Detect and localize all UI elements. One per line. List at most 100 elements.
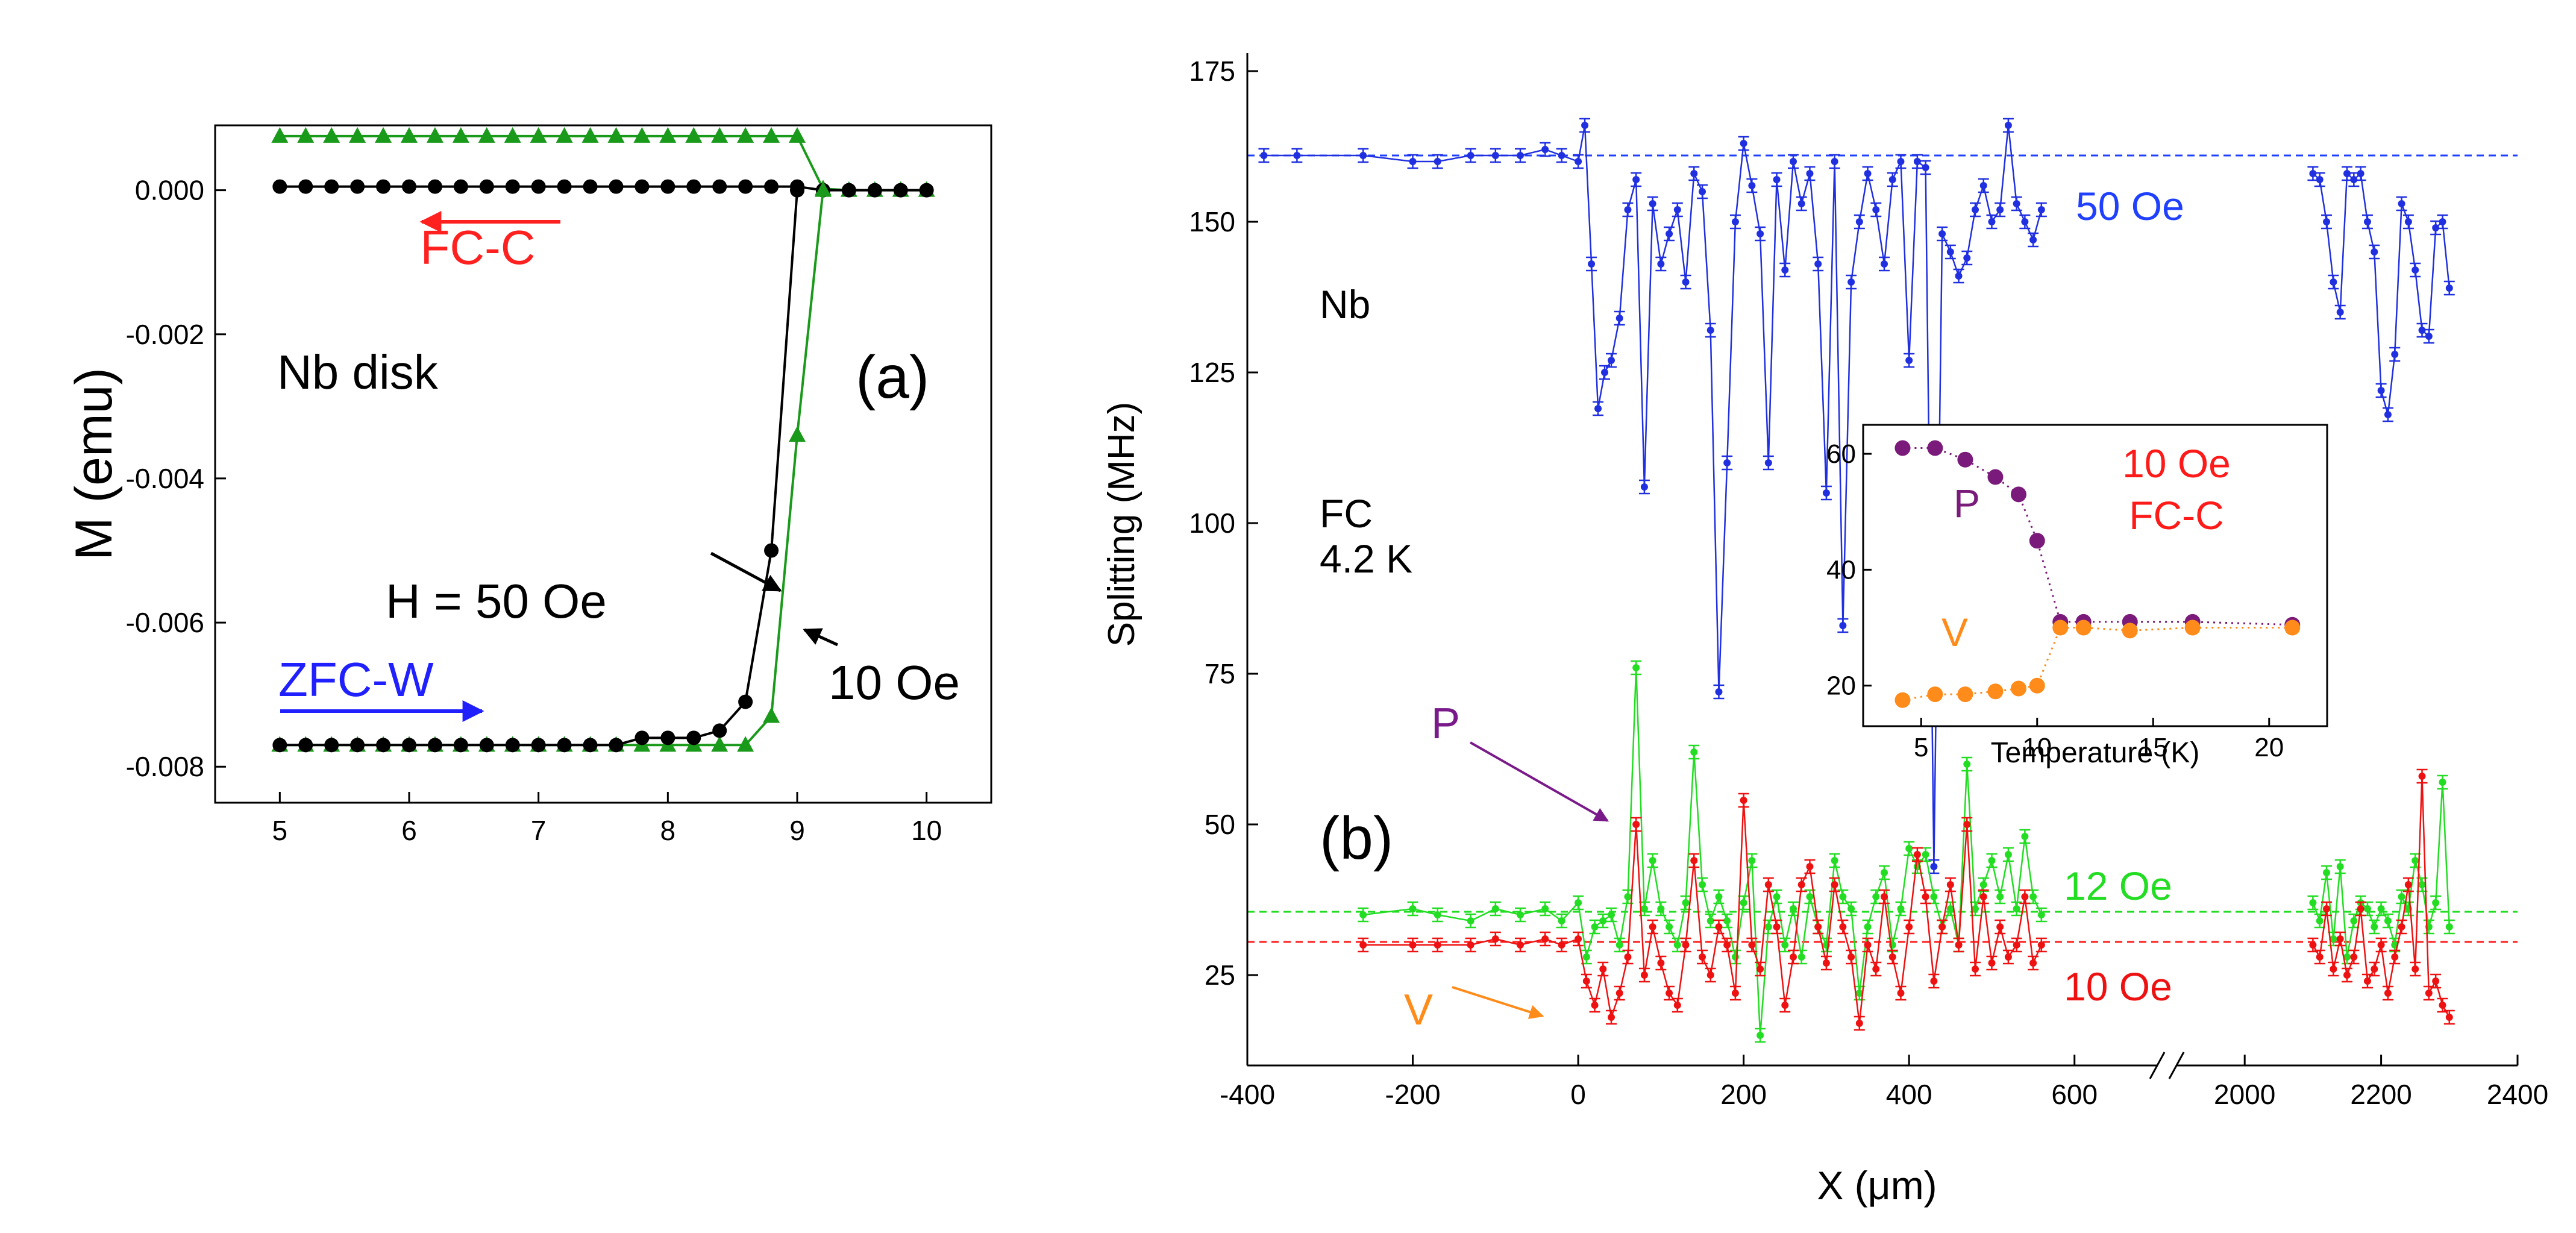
panel-b-point	[1740, 899, 1747, 906]
panel-a-point	[919, 183, 934, 198]
panel-b-point	[2013, 200, 2020, 207]
h50-arrow	[710, 551, 782, 592]
panel-b-series-line	[2312, 172, 2451, 415]
panel-b-point	[2309, 170, 2317, 177]
panel-b-point	[1434, 158, 1441, 165]
inset-ticks: 5 10 15 20 20 40 60	[1826, 439, 2284, 762]
panel-b-point	[1897, 990, 1905, 997]
panel-a-point	[686, 179, 701, 194]
panel-a-point	[557, 738, 572, 753]
panel-b-point	[1409, 941, 1417, 949]
panel-b-point	[1434, 941, 1441, 949]
panel-b-point	[1706, 327, 1714, 334]
panel-b-point	[1588, 260, 1596, 268]
panel-b-point	[2336, 863, 2344, 870]
panel-b-point	[2371, 965, 2378, 973]
panel-b-point	[1972, 905, 1979, 912]
panel-b-point	[2021, 893, 2029, 900]
panel-b-point	[1881, 260, 1888, 268]
panel-b-point	[1699, 881, 1706, 888]
inset-protocol-label: FC-C	[2129, 493, 2224, 538]
inset-point	[1894, 692, 1911, 708]
panel-b-point	[1963, 254, 1971, 262]
panel-a-point	[711, 127, 729, 143]
panel-b-point	[1748, 182, 1756, 189]
panel-a-point	[375, 127, 392, 143]
panel-b-point	[1881, 869, 1888, 876]
inset-ytick-label: 60	[1826, 439, 1856, 469]
panel-a-point	[402, 738, 416, 753]
panel-b-point	[1657, 260, 1665, 268]
panel-a-point	[841, 183, 856, 198]
panel-b-point	[1409, 905, 1417, 912]
panel-b-point	[1731, 953, 1739, 961]
panel-b-point	[1541, 905, 1549, 912]
panel-b-point	[1930, 977, 1938, 985]
panel-b-point	[1955, 272, 1963, 280]
panel-b-point	[1946, 881, 1954, 888]
panel-a-point	[556, 127, 573, 143]
panel-a-point	[298, 179, 313, 194]
panel-b-point	[2350, 953, 2358, 961]
panel-b-ytick-label: 150	[1189, 206, 1235, 237]
panel-a-series	[271, 127, 935, 753]
panel-b-point	[1699, 953, 1706, 961]
panel-b-point	[1624, 206, 1632, 213]
panel-b-point	[2445, 1014, 2453, 1021]
panel-b-point	[1467, 941, 1474, 949]
panel-b-point	[2432, 899, 2440, 906]
panel-b-point	[1905, 357, 1913, 364]
inset-xtick-label: 10	[2022, 733, 2052, 762]
panel-a-point	[737, 736, 754, 752]
panel-b-point	[1988, 218, 1996, 225]
panel-a-ticks: 5 6 7 8 9 10 0.000 -0.002 -0.004 -0.006 -0.008	[126, 175, 942, 846]
axis-break-mark-2	[2168, 1052, 2185, 1079]
panel-b-point	[1757, 965, 1764, 973]
panel-b-point	[2029, 893, 2037, 900]
panel-b-point	[2404, 218, 2412, 225]
panel-b-series-line	[2312, 776, 2450, 1018]
panel-b-point	[1996, 206, 2004, 213]
panel-b-point	[1757, 1032, 1764, 1039]
panel-a-point	[452, 127, 469, 143]
panel-a-point	[531, 738, 546, 753]
panel-b-point	[1996, 923, 2004, 930]
panel-b-point	[2439, 1002, 2446, 1009]
panel-a-point	[711, 736, 729, 752]
panel-a-point	[479, 738, 494, 753]
panel-b-ytick-label: 75	[1205, 658, 1235, 689]
panel-a-point	[427, 179, 442, 194]
panel-a-point	[583, 738, 598, 753]
inset-series-1	[1894, 620, 2301, 708]
panel-b-point	[2391, 351, 2399, 358]
panel-b-point	[1922, 893, 1929, 900]
panel-b-point	[2398, 923, 2405, 930]
panel-b-point	[2323, 869, 2331, 876]
panel-a-xtick-label: 9	[789, 815, 805, 846]
p-marker-label: P	[1431, 700, 1460, 748]
panel-b-point	[1740, 140, 1747, 147]
panel-b-point	[1913, 851, 1921, 858]
panel-b-point	[1781, 1002, 1789, 1009]
panel-a-ytick-label: -0.006	[126, 607, 204, 638]
sample-label-b: Nb	[1320, 282, 1370, 327]
panel-b-point	[1673, 206, 1681, 213]
panel-b-point	[1888, 953, 1896, 961]
inset-series	[1894, 440, 2301, 708]
panel-b-point	[1831, 857, 1838, 864]
panel-a-point	[324, 738, 339, 753]
panel-b-point	[1293, 152, 1301, 159]
panel-b-point	[1946, 248, 1954, 256]
panel-a-point	[764, 543, 779, 558]
panel-b-series-0	[1258, 118, 2455, 874]
panel-b-point	[1649, 200, 1656, 207]
panel-b-ytick-label: 175	[1189, 55, 1235, 87]
panel-b-ytick-label: 50	[1205, 809, 1235, 840]
panel-b-point	[1640, 905, 1648, 912]
panel-b-point	[1673, 941, 1681, 949]
panel-b-point	[2013, 905, 2020, 912]
panel-b-point	[1839, 893, 1847, 900]
panel-a-point	[789, 426, 806, 442]
panel-b-point	[1881, 893, 1888, 900]
panel-b-point	[1615, 315, 1623, 322]
